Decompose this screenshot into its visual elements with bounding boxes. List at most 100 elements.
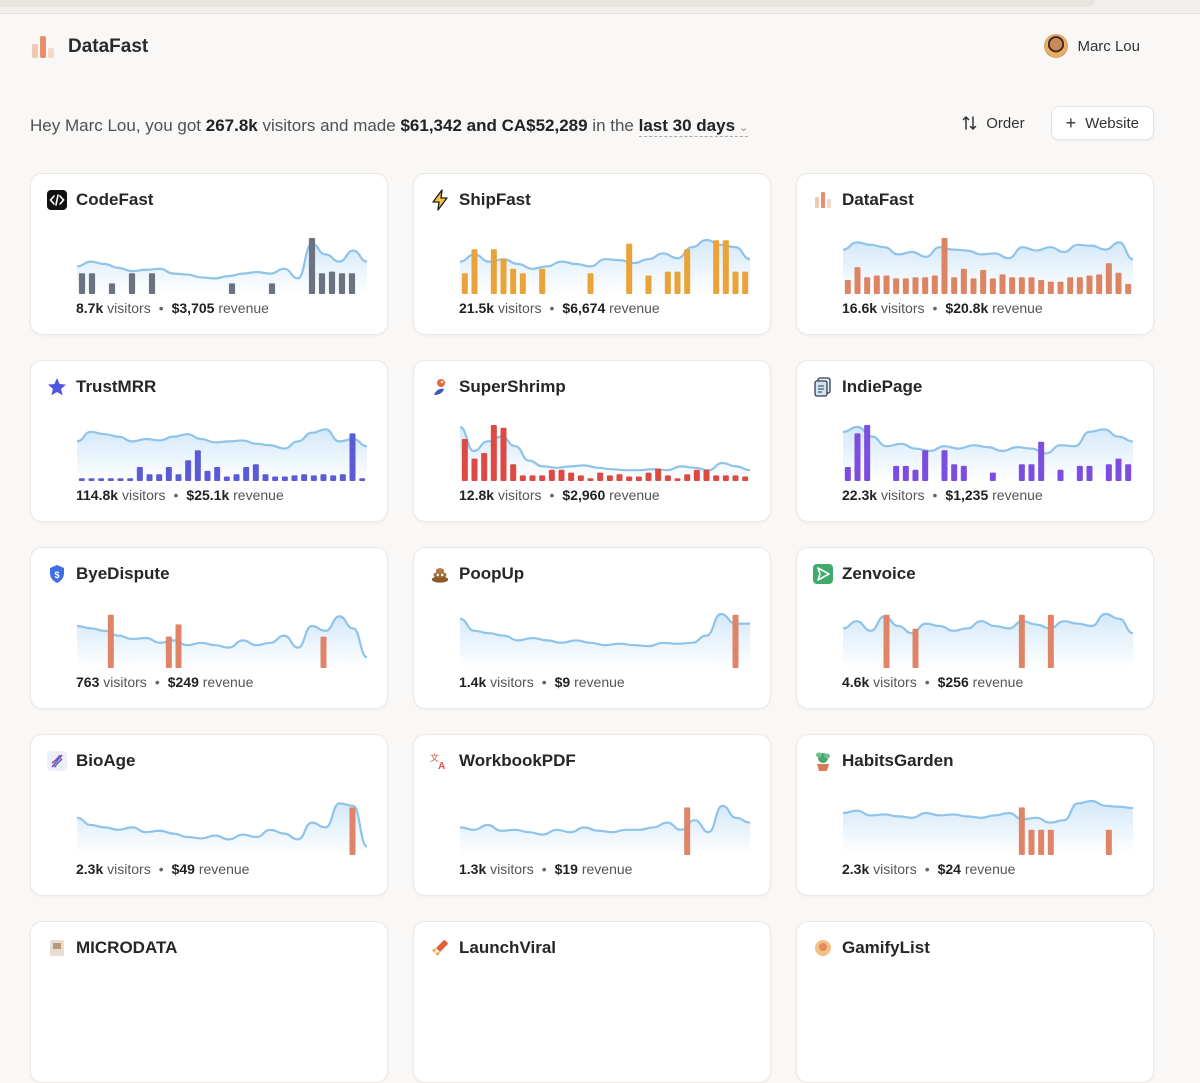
brand-logo[interactable]: DataFast — [32, 36, 148, 58]
period-selector[interactable]: last 30 days ⌄ — [638, 116, 749, 137]
site-name: BioAge — [76, 751, 136, 770]
site-name: WorkbookPDF — [459, 751, 576, 770]
site-card-gamifylist[interactable]: GamifyList — [796, 921, 1154, 1083]
revenue-bar — [960, 268, 967, 294]
svg-text:文: 文 — [430, 752, 439, 764]
revenue-amount: $19 — [554, 861, 578, 877]
site-card-datafast[interactable]: DataFast 16.6k visitors • $20.8k revenue — [796, 173, 1154, 335]
summary-pre-period: in the — [587, 116, 639, 135]
revenue-bar — [703, 469, 710, 481]
revenue-bar — [88, 273, 96, 294]
site-chart — [459, 421, 751, 481]
revenue-bar — [693, 469, 700, 481]
site-card-microdata[interactable]: MICRODATA — [30, 921, 388, 1083]
site-card-header: Zenvoice — [813, 564, 916, 584]
revenue-label: revenue — [992, 300, 1043, 316]
chevron-down-icon: ⌄ — [739, 122, 749, 134]
site-name: CodeFast — [76, 190, 154, 209]
sparkline-chart — [842, 238, 1134, 294]
revenue-bar — [88, 478, 95, 481]
site-card-header: ShipFast — [430, 189, 531, 211]
site-card-poopup[interactable]: PoopUp 1.4k visitors • $9 revenue — [413, 547, 771, 709]
revenue-bar — [500, 258, 507, 294]
revenue-bar — [960, 465, 967, 481]
datafast-logo-icon — [32, 36, 56, 58]
site-card-zenvoice[interactable]: Zenvoice 4.6k visitors • $256 revenue — [796, 547, 1154, 709]
site-card-header: SuperShrimp — [430, 377, 566, 397]
lightning-icon — [430, 189, 450, 211]
add-website-button[interactable]: + Website — [1050, 106, 1154, 140]
revenue-label: revenue — [198, 861, 250, 877]
site-card-workbookpdf[interactable]: 文 A WorkbookPDF 1.3k visitors • $19 revenue — [413, 734, 771, 896]
rocket-icon — [430, 938, 450, 958]
revenue-bar — [148, 273, 156, 294]
site-chart — [459, 234, 751, 294]
site-stats: 8.7k visitors • $3,705 revenue — [76, 300, 269, 316]
visitors-label: visitors — [880, 300, 925, 316]
revenue-bar — [970, 278, 977, 294]
visitors-line — [76, 242, 368, 280]
site-chart — [76, 795, 369, 855]
revenue-bar — [1076, 277, 1083, 294]
site-name: SuperShrimp — [459, 377, 566, 396]
site-card-codefast[interactable]: CodeFast 8.7k visitors • $3,705 revenue — [30, 173, 388, 335]
revenue-bar — [262, 474, 269, 481]
site-chart — [459, 608, 750, 668]
site-chart — [76, 421, 368, 481]
revenue-bar — [291, 475, 298, 481]
site-card-header: HabitsGarden — [813, 751, 953, 771]
svg-text:$: $ — [54, 570, 59, 580]
revenue-bar — [722, 475, 729, 481]
revenue-bar — [854, 267, 861, 294]
revenue-bar — [606, 475, 613, 481]
header: DataFast Marc Lou — [0, 14, 1200, 84]
revenue-bar — [626, 476, 633, 481]
site-card-launchviral[interactable]: LaunchViral — [413, 921, 771, 1083]
site-name: HabitsGarden — [842, 751, 954, 770]
revenue-bar — [999, 274, 1006, 294]
dna-icon — [47, 751, 67, 771]
revenue-bar — [645, 472, 652, 481]
user-menu[interactable]: Marc Lou — [1044, 34, 1140, 58]
summary-visitors: 267.8k — [205, 116, 258, 135]
revenue-bar — [330, 475, 337, 481]
site-card-indiepage[interactable]: IndiePage 22.3k visitors • $1,235 revenue — [796, 360, 1154, 522]
site-stats: 4.6k visitors • $256 revenue — [842, 674, 1023, 690]
revenue-bar — [519, 475, 526, 481]
site-chart — [842, 234, 1134, 294]
revenue-bar — [558, 469, 565, 481]
separator-dot: • — [932, 487, 938, 503]
revenue-bar — [318, 273, 326, 294]
revenue-bar — [301, 474, 308, 481]
visitors-count: 16.6k — [842, 300, 878, 316]
site-card-supershrimp[interactable]: SuperShrimp 12.8k visitors • $2,960 revenue — [413, 360, 771, 522]
revenue-bar — [471, 249, 478, 294]
revenue-bar — [204, 470, 211, 481]
site-stats: 763 visitors • $249 revenue — [76, 674, 253, 690]
site-chart — [842, 608, 1134, 668]
revenue-bar — [214, 467, 221, 481]
revenue-bar — [1038, 280, 1045, 294]
site-card-shipfast[interactable]: ShipFast 21.5k visitors • $6,674 revenue — [413, 173, 771, 335]
site-stats: 16.6k visitors • $20.8k revenue — [842, 300, 1043, 316]
revenue-amount: $25.1k — [186, 487, 230, 503]
revenue-bar — [1115, 272, 1122, 294]
visitors-label: visitors — [497, 487, 542, 503]
revenue-bar — [941, 450, 948, 481]
poop-icon — [430, 564, 450, 584]
site-card-trustmrr[interactable]: TrustMRR 114.8k visitors • $25.1k revenue — [30, 360, 388, 522]
site-card-bioage[interactable]: BioAge 2.3k visitors • $49 revenue — [30, 734, 388, 896]
revenue-bar — [616, 474, 623, 481]
visitors-count: 1.3k — [459, 861, 487, 877]
visitors-count: 2.3k — [76, 861, 104, 877]
revenue-bar — [78, 478, 85, 481]
site-card-habitsgarden[interactable]: HabitsGarden 2.3k visitors • $24 revenue — [796, 734, 1154, 896]
order-button[interactable]: Order — [948, 106, 1038, 140]
gamify-icon — [813, 938, 833, 958]
revenue-bar — [539, 268, 546, 294]
separator-dot: • — [932, 300, 938, 316]
revenue-bar — [951, 277, 958, 294]
revenue-bar — [568, 472, 575, 481]
site-card-byedispute[interactable]: $ ByeDispute 763 visitors • $249 revenue — [30, 547, 388, 709]
revenue-bar — [359, 478, 366, 481]
